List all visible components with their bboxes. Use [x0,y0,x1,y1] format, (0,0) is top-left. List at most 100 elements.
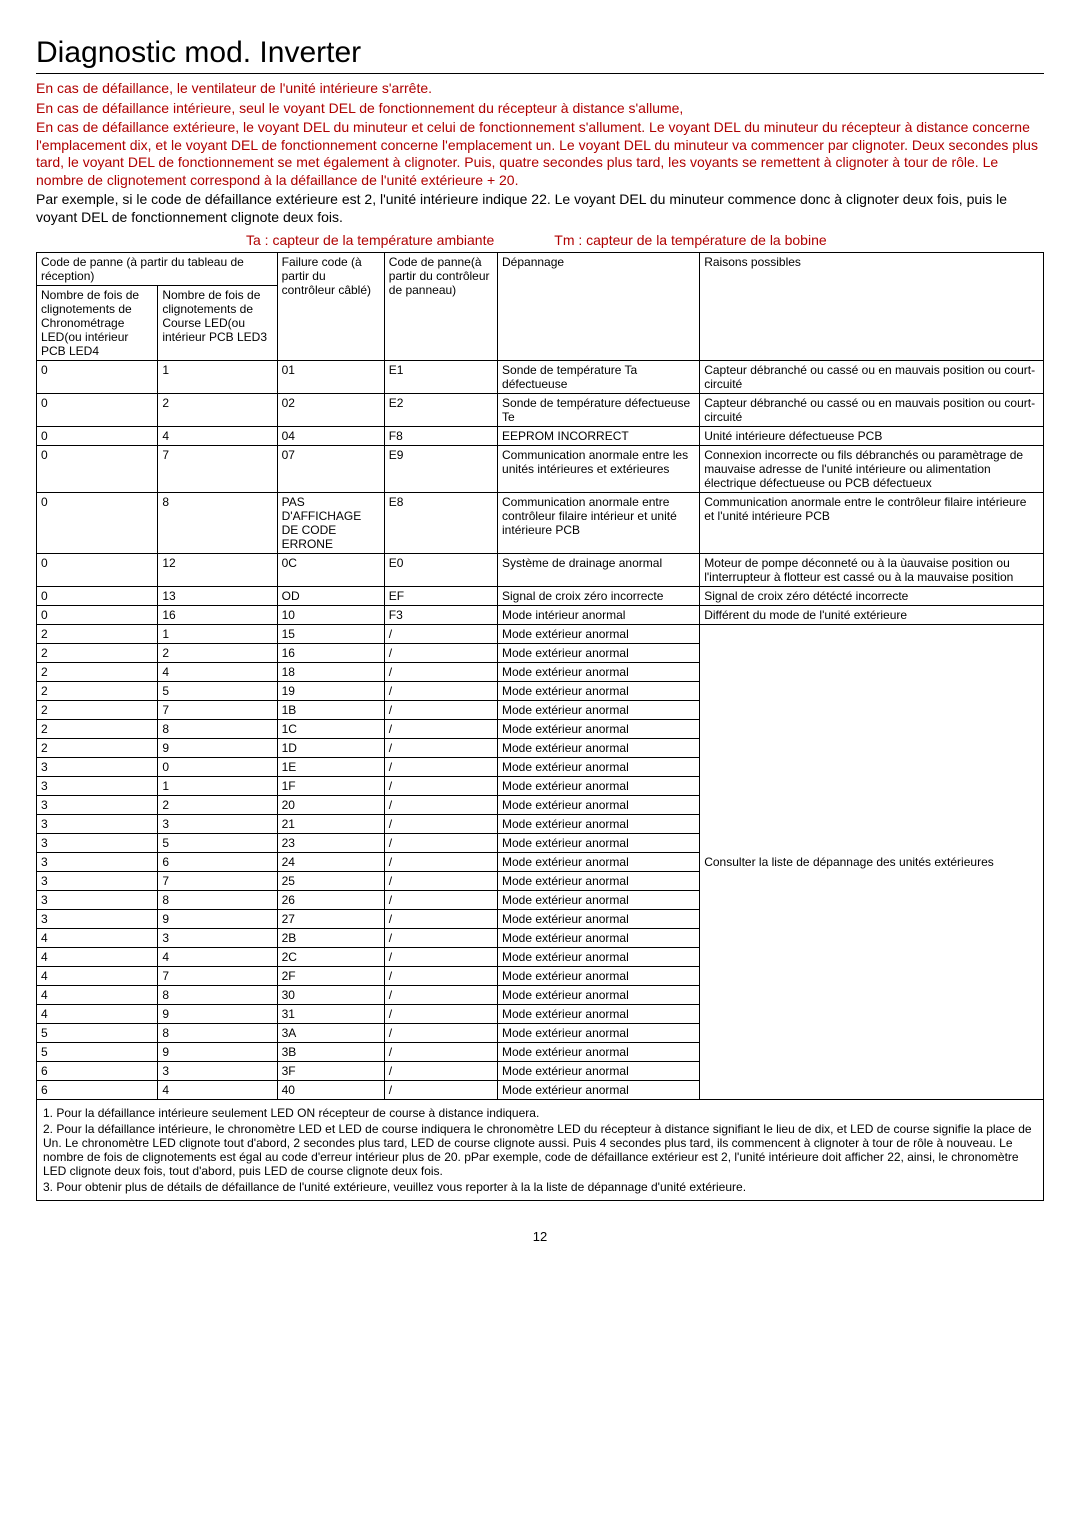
table-cell: 2 [37,682,158,701]
table-cell: 9 [158,739,277,758]
page-title: Diagnostic mod. Inverter [36,36,1044,74]
table-cell: F3 [384,606,497,625]
table-cell: Mode extérieur anormal [498,701,700,720]
table-cell: 1D [277,739,384,758]
intro-paragraph: En cas de défaillance, le ventilateur de… [36,80,1044,98]
table-cell: 2F [277,967,384,986]
table-cell: 13 [158,587,277,606]
table-cell: E8 [384,493,497,554]
table-cell: / [384,1005,497,1024]
table-cell: 7 [158,967,277,986]
table-cell: 0 [158,758,277,777]
table-cell: 5 [158,682,277,701]
table-cell: 15 [277,625,384,644]
table-row: 0120CE0Système de drainage anormalMoteur… [37,554,1044,587]
table-cell: 1 [158,625,277,644]
table-cell: 4 [37,948,158,967]
table-cell: 27 [277,910,384,929]
table-cell: / [384,777,497,796]
table-cell: Mode extérieur anormal [498,739,700,758]
table-cell: 4 [158,948,277,967]
table-cell: 2C [277,948,384,967]
table-cell: 0C [277,554,384,587]
table-cell: 3 [37,834,158,853]
table-cell: 25 [277,872,384,891]
table-cell: 6 [158,853,277,872]
table-cell: Communication anormale entre contrôleur … [498,493,700,554]
table-cell: E2 [384,394,497,427]
notes-block: 1. Pour la défaillance intérieure seulem… [36,1100,1044,1201]
table-cell: Capteur débranché ou cassé ou en mauvais… [700,361,1044,394]
table-cell: 3 [37,796,158,815]
table-cell: Signal de croix zéro incorrecte [498,587,700,606]
table-cell: 3B [277,1043,384,1062]
table-row: 0101E1Sonde de température Ta défectueus… [37,361,1044,394]
table-cell: 4 [158,1081,277,1100]
table-cell: 9 [158,1005,277,1024]
page-number: 12 [36,1229,1044,1244]
table-cell: 1 [158,777,277,796]
table-cell: 21 [277,815,384,834]
table-cell: Système de drainage anormal [498,554,700,587]
table-cell: Mode extérieur anormal [498,948,700,967]
legend-tm: Tm : capteur de la température de la bob… [554,232,826,248]
table-cell: 12 [158,554,277,587]
table-cell: 2 [37,739,158,758]
note-line: 1. Pour la défaillance intérieure seulem… [43,1106,1037,1120]
table-cell: 0 [37,606,158,625]
table-cell: Unité intérieure défectueuse PCB [700,427,1044,446]
table-cell: Mode extérieur anormal [498,910,700,929]
table-cell: 2 [37,625,158,644]
table-cell: OD [277,587,384,606]
intro-paragraph: Par exemple, si le code de défaillance e… [36,191,1044,226]
table-cell: 31 [277,1005,384,1024]
table-cell: 2 [158,796,277,815]
table-cell: / [384,948,497,967]
table-cell: 5 [37,1043,158,1062]
table-cell: 10 [277,606,384,625]
table-row: 01610F3Mode intérieur anormalDifférent d… [37,606,1044,625]
table-cell: 4 [158,663,277,682]
table-cell: 6 [37,1062,158,1081]
table-cell: Mode extérieur anormal [498,758,700,777]
table-cell: / [384,929,497,948]
table-cell: 0 [37,361,158,394]
intro-paragraph: En cas de défaillance intérieure, seul l… [36,100,1044,118]
table-cell: 1E [277,758,384,777]
table-cell: F8 [384,427,497,446]
table-cell: Mode extérieur anormal [498,815,700,834]
table-cell: Capteur débranché ou cassé ou en mauvais… [700,394,1044,427]
table-cell: 26 [277,891,384,910]
table-cell: Mode extérieur anormal [498,625,700,644]
table-cell: Sonde de température défectueuse Te [498,394,700,427]
table-cell: / [384,967,497,986]
table-cell: 02 [277,394,384,427]
table-cell: 9 [158,1043,277,1062]
table-cell: 3 [37,872,158,891]
intro-block: En cas de défaillance, le ventilateur de… [36,80,1044,226]
table-cell: / [384,1062,497,1081]
table-cell: 20 [277,796,384,815]
table-cell: 5 [37,1024,158,1043]
table-cell: 40 [277,1081,384,1100]
table-cell: 3 [158,815,277,834]
table-cell: 0 [37,587,158,606]
table-cell: 0 [37,394,158,427]
table-cell: / [384,872,497,891]
table-cell: Mode extérieur anormal [498,929,700,948]
table-cell: 7 [158,446,277,493]
table-cell: / [384,682,497,701]
note-line: 3. Pour obtenir plus de détails de défai… [43,1180,1037,1194]
table-cell: 1C [277,720,384,739]
table-cell: 16 [277,644,384,663]
table-row: 0404F8EEPROM INCORRECTUnité intérieure d… [37,427,1044,446]
table-row: 08PAS D'AFFICHAGE DE CODE ERRONEE8Commun… [37,493,1044,554]
table-row: 013ODEFSignal de croix zéro incorrecteSi… [37,587,1044,606]
table-cell: 2 [158,394,277,427]
table-cell: 2 [37,720,158,739]
table-cell-merged-note: Consulter la liste de dépannage des unit… [700,625,1044,1100]
table-cell: Moteur de pompe déconneté ou à la ùauvai… [700,554,1044,587]
hdr-code-reception: Code de panne (à partir du tableau de ré… [37,253,278,286]
table-cell: / [384,815,497,834]
table-cell: / [384,1043,497,1062]
